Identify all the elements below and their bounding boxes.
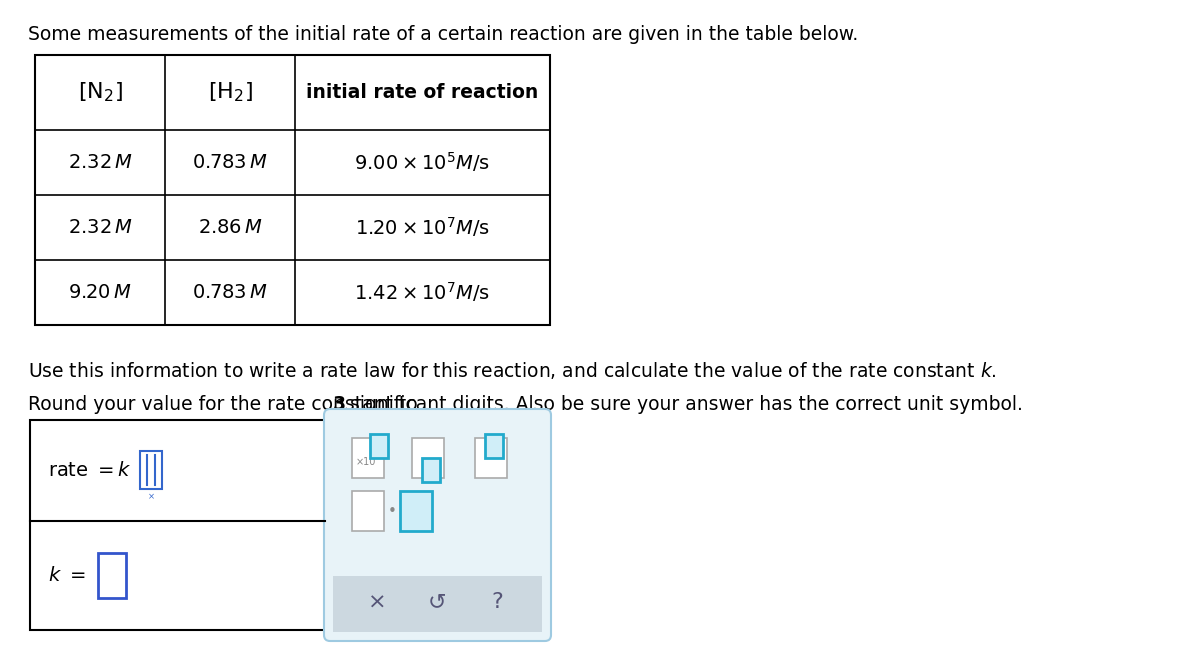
- Text: $\mathit{9.20\,M}$: $\mathit{9.20\,M}$: [68, 283, 132, 302]
- Text: $\mathit{2.32\,M}$: $\mathit{2.32\,M}$: [67, 218, 132, 237]
- Text: •: •: [388, 504, 396, 519]
- FancyBboxPatch shape: [324, 409, 551, 641]
- Bar: [412, 438, 444, 478]
- Bar: [98, 553, 126, 598]
- Bar: [475, 438, 508, 478]
- Text: $9.00\times10^{5}\mathit{M}\mathrm{/s}$: $9.00\times10^{5}\mathit{M}\mathrm{/s}$: [354, 150, 491, 174]
- Bar: [485, 434, 503, 458]
- Text: ×: ×: [148, 492, 155, 502]
- Text: ↺: ↺: [428, 592, 446, 612]
- Text: $1.20\times10^{7}\mathit{M}\mathrm{/s}$: $1.20\times10^{7}\mathit{M}\mathrm{/s}$: [355, 216, 490, 240]
- Bar: [370, 434, 388, 458]
- Text: Some measurements of the initial rate of a certain reaction are given in the tab: Some measurements of the initial rate of…: [28, 25, 858, 44]
- Text: ×: ×: [368, 592, 386, 612]
- Text: Use this information to write a rate law for this reaction, and calculate the va: Use this information to write a rate law…: [28, 360, 997, 381]
- Bar: [422, 458, 440, 482]
- Bar: [400, 491, 432, 531]
- Text: $\left[\mathrm{H_2}\right]$: $\left[\mathrm{H_2}\right]$: [208, 81, 252, 104]
- Text: $\mathit{2.32\,M}$: $\mathit{2.32\,M}$: [67, 153, 132, 172]
- Text: significant digits. Also be sure your answer has the correct unit symbol.: significant digits. Also be sure your an…: [343, 395, 1022, 414]
- Text: rate $= k$: rate $= k$: [48, 461, 132, 480]
- Text: $\mathit{2.86\,M}$: $\mathit{2.86\,M}$: [198, 218, 262, 237]
- Bar: [35, 55, 550, 325]
- Text: ?: ?: [492, 592, 504, 612]
- Text: $\mathbf{3}$: $\mathbf{3}$: [332, 395, 346, 414]
- Text: ×10: ×10: [356, 457, 377, 467]
- Bar: [352, 491, 384, 531]
- Text: $\mathit{0.783\,M}$: $\mathit{0.783\,M}$: [192, 153, 268, 172]
- Bar: [30, 420, 325, 630]
- Bar: [140, 452, 162, 489]
- Bar: [352, 438, 384, 478]
- Text: initial rate of reaction: initial rate of reaction: [306, 83, 539, 102]
- Text: $k$ $=$: $k$ $=$: [48, 566, 85, 585]
- Text: $1.42\times10^{7}\mathit{M}\mathrm{/s}$: $1.42\times10^{7}\mathit{M}\mathrm{/s}$: [354, 281, 491, 305]
- Text: $\left[\mathrm{N_2}\right]$: $\left[\mathrm{N_2}\right]$: [78, 81, 122, 104]
- Bar: [334, 575, 542, 632]
- Text: Round your value for the rate constant to: Round your value for the rate constant t…: [28, 395, 424, 414]
- Text: $\mathit{0.783\,M}$: $\mathit{0.783\,M}$: [192, 283, 268, 302]
